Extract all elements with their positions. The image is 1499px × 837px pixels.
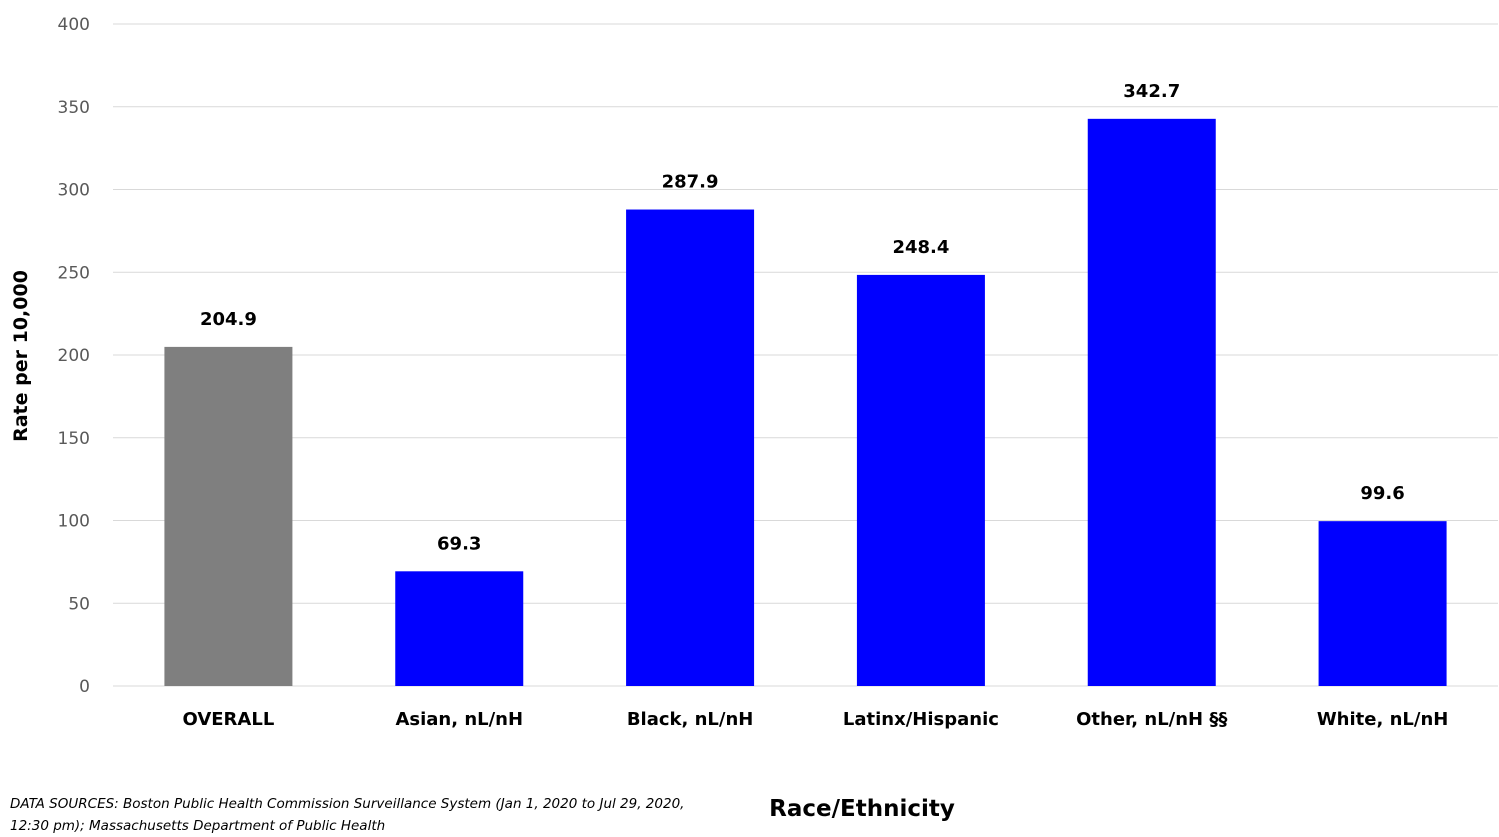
x-category-label: White, nL/nH xyxy=(1317,709,1449,730)
bar-black-nl-nh xyxy=(626,209,755,686)
bar-asian-nl-nh xyxy=(395,571,524,686)
y-tick-label: 50 xyxy=(68,594,90,614)
bar-latinx-hispanic xyxy=(856,274,985,686)
x-category-label: OVERALL xyxy=(183,709,275,730)
data-label: 248.4 xyxy=(892,237,949,258)
data-label: 99.6 xyxy=(1360,483,1404,504)
data-label: 204.9 xyxy=(200,309,257,330)
data-source-note: DATA SOURCES: Boston Public Health Commi… xyxy=(10,796,685,834)
bar-other-nl-nh xyxy=(1087,118,1216,687)
y-tick-label: 100 xyxy=(58,512,90,532)
data-label: 69.3 xyxy=(437,533,481,554)
y-tick-label: 300 xyxy=(58,181,90,201)
gridlines xyxy=(113,23,1498,687)
x-category-label: Other, nL/nH §§ xyxy=(1076,709,1227,730)
y-tick-label: 200 xyxy=(58,346,90,366)
y-tick-label: 400 xyxy=(58,15,90,35)
y-tick-label: 250 xyxy=(58,263,90,283)
x-category-label: Black, nL/nH xyxy=(627,709,754,730)
x-axis-categories: OVERALL Asian, nL/nH Black, nL/nH Latinx/Hi… xyxy=(183,709,1449,730)
data-label: 287.9 xyxy=(662,172,719,193)
bar-overall xyxy=(164,346,293,686)
y-tick-label: 0 xyxy=(79,677,90,697)
bars xyxy=(164,118,1447,687)
x-category-label: Asian, nL/nH xyxy=(395,709,523,730)
y-tick-label: 350 xyxy=(58,98,90,118)
x-category-label: Latinx/Hispanic xyxy=(843,709,999,730)
data-labels: 204.9 69.3 287.9 248.4 342.7 99.6 xyxy=(200,81,1405,554)
y-tick-label: 150 xyxy=(58,429,90,449)
bar-white-nl-nh xyxy=(1318,521,1447,686)
y-axis-ticks: 0 50 100 150 200 250 300 350 400 xyxy=(58,15,90,697)
y-axis-title: Rate per 10,000 xyxy=(10,270,32,442)
data-label: 342.7 xyxy=(1123,81,1180,102)
x-axis-title: Race/Ethnicity xyxy=(769,796,955,821)
